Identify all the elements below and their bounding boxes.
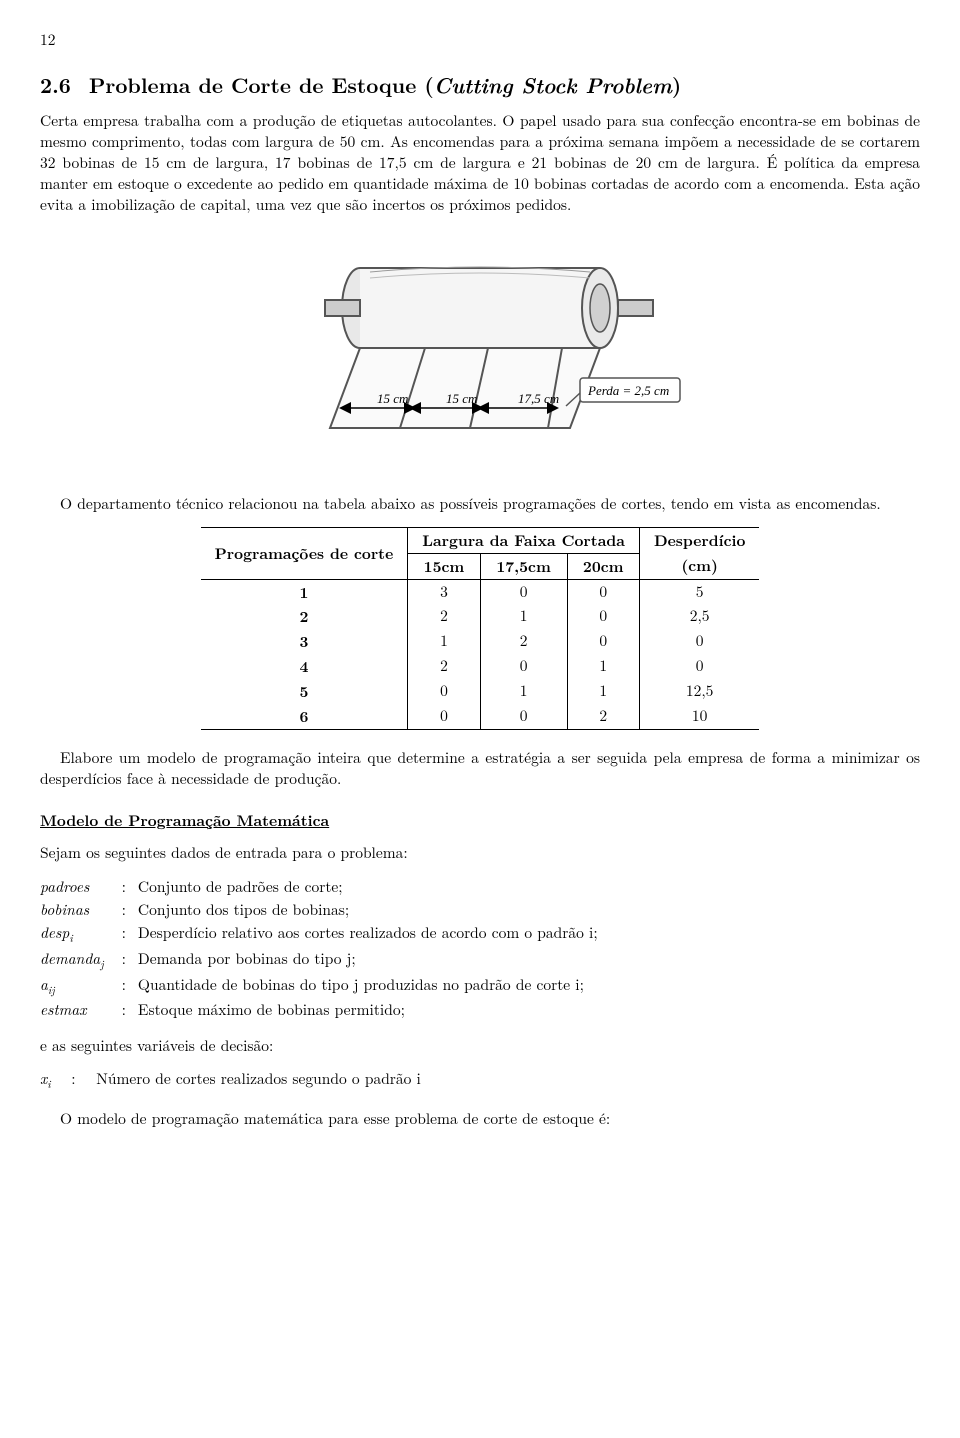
def-row: bobinas : Conjunto dos tipos de bobinas; — [40, 899, 604, 922]
section-title-a: Problema de Corte de Estoque ( — [89, 70, 434, 100]
paragraph-model-lead: O modelo de programação matemática para … — [40, 1109, 920, 1130]
paragraph-task: Elabore um modelo de programação inteira… — [40, 748, 920, 790]
th-mid: Largura da Faixa Cortada — [408, 527, 640, 553]
model-heading: Modelo de Programação Matemática — [40, 810, 920, 831]
paragraph-inputs-intro: Sejam os seguintes dados de entrada para… — [40, 843, 920, 864]
section-number: 2.6 — [40, 70, 71, 100]
cutting-programs-table: Programações de corte Largura da Faixa C… — [201, 527, 760, 730]
table-row: 2 2 1 0 2,5 — [201, 604, 760, 629]
th-left: Programações de corte — [201, 527, 408, 579]
section-title-close: ) — [672, 70, 681, 100]
strip-label-2: 17,5 cm — [518, 391, 559, 406]
table-row: 3 1 2 0 0 — [201, 629, 760, 654]
table-row: 4 2 0 1 0 — [201, 654, 760, 679]
def-row: aij : Quantidade de bobinas do tipo j pr… — [40, 974, 604, 1000]
th-sub-1: 17,5cm — [480, 553, 567, 579]
input-definitions: padroes : Conjunto de padrões de corte; … — [40, 876, 604, 1023]
def-row: estmax : Estoque máximo de bobinas permi… — [40, 999, 604, 1022]
def-row: padroes : Conjunto de padrões de corte; — [40, 876, 604, 899]
def-row: demandaj : Demanda por bobinas do tipo j… — [40, 948, 604, 974]
th-sub-0: 15cm — [408, 553, 480, 579]
paragraph-intro: Certa empresa trabalha com a produção de… — [40, 111, 920, 216]
th-right-bottom: (cm) — [639, 553, 759, 579]
strip-label-1: 15 cm — [446, 391, 477, 406]
th-right-top: Desperdício — [639, 527, 759, 553]
decision-variable: xi : Número de cortes realizados segundo… — [40, 1069, 920, 1093]
section-title-italic: Cutting Stock Problem — [434, 70, 672, 100]
def-row: despi : Desperdício relativo aos cortes … — [40, 922, 604, 948]
cutting-figure: 15 cm 15 cm 17,5 cm Perda = 2,5 cm — [40, 238, 920, 474]
paragraph-table-intro: O departamento técnico relacionou na tab… — [40, 494, 920, 515]
th-sub-2: 20cm — [567, 553, 639, 579]
table-row: 5 0 1 1 12,5 — [201, 679, 760, 704]
loss-label: Perda = 2,5 cm — [587, 383, 669, 398]
table-row: 1 3 0 0 5 — [201, 579, 760, 604]
table-row: 6 0 0 2 10 — [201, 704, 760, 729]
page-number: 12 — [40, 30, 920, 51]
strip-label-0: 15 cm — [377, 391, 408, 406]
section-heading: 2.6 Problema de Corte de Estoque (Cutting… — [40, 71, 920, 99]
paragraph-vars-intro: e as seguintes variáveis de decisão: — [40, 1036, 920, 1057]
